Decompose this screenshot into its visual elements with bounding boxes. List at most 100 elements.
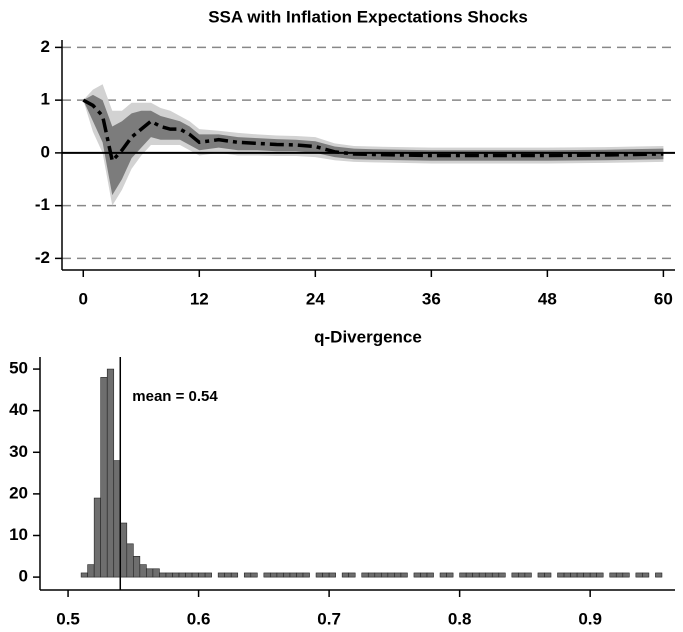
x-tick-label: 0.5: [56, 609, 80, 628]
line: [82, 98, 664, 165]
bar: [276, 572, 284, 578]
bar: [367, 572, 376, 578]
bar: [296, 572, 304, 578]
x-tick-label: 0.8: [448, 609, 472, 628]
y-tick-label: 10: [9, 525, 28, 544]
x-tick-label: 0: [79, 289, 88, 308]
y-tick-label: 2: [41, 37, 50, 56]
bar: [361, 572, 369, 578]
bar: [100, 377, 108, 578]
bar: [126, 543, 134, 578]
bar: [446, 572, 454, 578]
bar: [518, 572, 526, 578]
bar: [524, 572, 532, 578]
bar: [198, 572, 206, 578]
bar: [328, 572, 336, 578]
chart-title: SSA with Inflation Expectations Shocks: [208, 7, 528, 26]
bar: [557, 572, 565, 578]
bar: [289, 572, 297, 578]
bar: [243, 572, 252, 578]
bar: [381, 572, 389, 578]
x-tick-label: 12: [190, 289, 209, 308]
x-tick-label: 0.6: [187, 609, 211, 628]
bar: [263, 572, 271, 578]
bar: [93, 497, 101, 578]
bar: [152, 568, 160, 578]
band: [83, 94, 664, 196]
bar: [270, 572, 278, 578]
y-tick-label: 40: [9, 400, 28, 419]
bar: [420, 572, 428, 578]
bar: [622, 572, 630, 578]
bar: [374, 572, 382, 578]
bar: [230, 572, 239, 578]
bar: [615, 572, 624, 578]
band: [83, 84, 664, 206]
bar: [341, 572, 349, 578]
bar: [302, 572, 310, 578]
bar: [172, 572, 180, 578]
bar: [596, 572, 604, 578]
bar: [106, 368, 115, 578]
y-tick-label: 0: [41, 142, 50, 161]
chart-title: q-Divergence: [314, 327, 422, 346]
bar: [113, 460, 121, 578]
bar: [191, 572, 199, 578]
bar: [465, 572, 473, 578]
bar: [655, 572, 663, 578]
bar: [387, 572, 395, 578]
bar: [185, 572, 193, 578]
bar: [537, 572, 545, 578]
bar: [635, 572, 643, 578]
x-tick-label: 48: [538, 289, 557, 308]
bar: [348, 572, 356, 578]
bar: [119, 522, 128, 578]
bar: [413, 572, 421, 578]
bar: [146, 568, 154, 578]
bar: [485, 572, 493, 578]
bar: [204, 572, 212, 578]
y-tick-label: 20: [9, 483, 28, 502]
bar: [472, 572, 480, 578]
bar: [609, 572, 617, 578]
bar: [322, 572, 330, 578]
bar: [511, 572, 519, 578]
bar: [80, 572, 88, 578]
bar: [563, 572, 571, 578]
bar: [544, 572, 552, 578]
bar: [426, 572, 434, 578]
mean-label: mean = 0.54: [132, 388, 218, 405]
bar: [139, 564, 147, 578]
bar: [250, 572, 258, 578]
bar: [570, 572, 578, 578]
bar: [224, 572, 232, 578]
bar: [400, 572, 408, 578]
y-tick-label: -1: [35, 195, 50, 214]
x-tick-label: 24: [306, 289, 325, 308]
bar: [394, 572, 402, 578]
y-tick-label: -2: [35, 248, 50, 267]
bar: [87, 564, 95, 578]
bar: [459, 572, 467, 578]
bar: [498, 572, 506, 578]
bar: [576, 572, 584, 578]
bar: [159, 572, 167, 578]
bar: [217, 572, 225, 578]
bar: [315, 572, 323, 578]
x-tick-label: 36: [422, 289, 441, 308]
y-tick-label: 1: [41, 90, 50, 109]
bar: [583, 572, 591, 578]
bar: [178, 572, 186, 578]
y-tick-label: 50: [9, 359, 28, 378]
y-tick-label: 0: [19, 567, 28, 586]
x-tick-label: 0.9: [578, 609, 602, 628]
bar: [133, 555, 141, 578]
bar: [478, 572, 487, 578]
y-tick-label: 30: [9, 442, 28, 461]
bar: [439, 572, 447, 578]
x-tick-label: 0.7: [317, 609, 341, 628]
x-tick-label: 60: [654, 289, 673, 308]
bar: [491, 572, 500, 578]
bar: [642, 572, 650, 578]
